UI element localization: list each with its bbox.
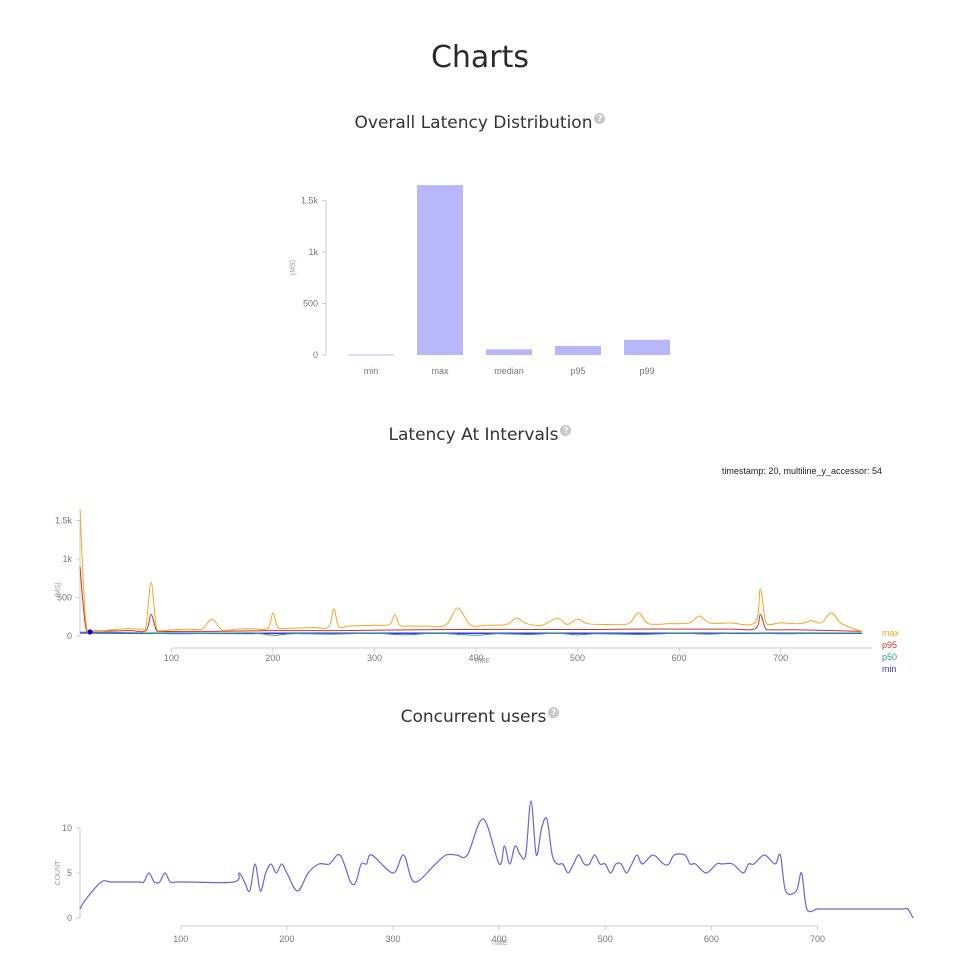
x-tick-label: 700 [810,934,825,944]
y-tick-label: 1k [308,247,318,257]
x-tick-label: 500 [598,934,613,944]
legend-max: max [882,628,900,638]
legend-min: min [882,664,897,674]
x-tick-label: 400 [468,653,483,663]
y-tick-label: 1.5k [301,196,319,206]
y-axis-title: (MS) [290,260,297,275]
y-axis-title: COUNT [55,860,62,886]
concurrent-users-title-text: Concurrent users [400,707,547,727]
x-tick-label: median [494,366,524,376]
x-tick-label: 300 [367,653,382,663]
series-line-p95 [79,566,862,635]
overall-latency-title-text: Overall Latency Distribution [354,113,593,133]
y-tick-label: 0 [67,913,72,923]
x-tick-label: 400 [492,934,507,944]
latency-intervals-title-text: Latency At Intervals [388,425,559,445]
y-tick-label: 1.5k [55,516,73,526]
bar-max [417,185,463,355]
help-icon[interactable]: ? [548,707,560,718]
help-icon[interactable]: ? [594,113,606,124]
x-tick-label: 700 [773,653,788,663]
x-tick-label: 600 [672,653,687,663]
x-tick-label: 200 [279,934,294,944]
x-tick-label: min [364,366,379,376]
page-title: Charts [430,40,530,75]
x-tick-label: p95 [570,366,585,376]
y-tick-label: 10 [62,823,72,833]
rollover-point [87,629,93,635]
x-tick-label: 600 [704,934,719,944]
y-axis-title: (MS) [55,582,62,597]
help-icon[interactable]: ? [560,425,572,436]
bar-median [486,349,532,355]
x-tick-label: 300 [386,934,401,944]
latency-intervals-title: Latency At Intervals? [0,425,960,445]
x-axis-title: TIME [473,658,490,665]
x-tick-label: 200 [265,653,280,663]
bar-min [348,354,394,356]
concurrent-users-title: Concurrent users? [0,707,960,727]
y-tick-label: 0 [313,350,318,360]
y-tick-label: 1k [62,554,72,564]
x-tick-label: 500 [570,653,585,663]
x-tick-label: p99 [639,366,654,376]
y-tick-label: 500 [57,593,72,603]
bar-p95 [555,345,601,355]
x-tick-label: 100 [173,934,188,944]
overall-latency-title: Overall Latency Distribution? [0,113,960,133]
x-tick-label: 100 [164,653,179,663]
x-axis-title: TIME [491,940,508,947]
latency-intervals-chart: 0 500 1k 1.5k 100 200 300 400 500 600 700 TIME (MS) m… [55,508,900,674]
y-tick-label: 5 [67,868,72,878]
legend-p95: p95 [882,640,897,650]
bar-p99 [624,339,670,355]
series-line-p50 [79,631,862,636]
overall-latency-chart: 0 500 1k 1.5k (MS) min max median p95 p99 [290,185,670,376]
x-tick-label: max [431,366,449,376]
series-line-max [79,508,863,636]
y-tick-label: 500 [303,299,318,309]
y-tick-label: 0 [67,631,72,641]
legend-p50: p50 [882,652,897,662]
rollover-readout: timestamp: 20, multiline_y_accessor: 54 [721,466,882,476]
series-line-users [79,800,914,919]
